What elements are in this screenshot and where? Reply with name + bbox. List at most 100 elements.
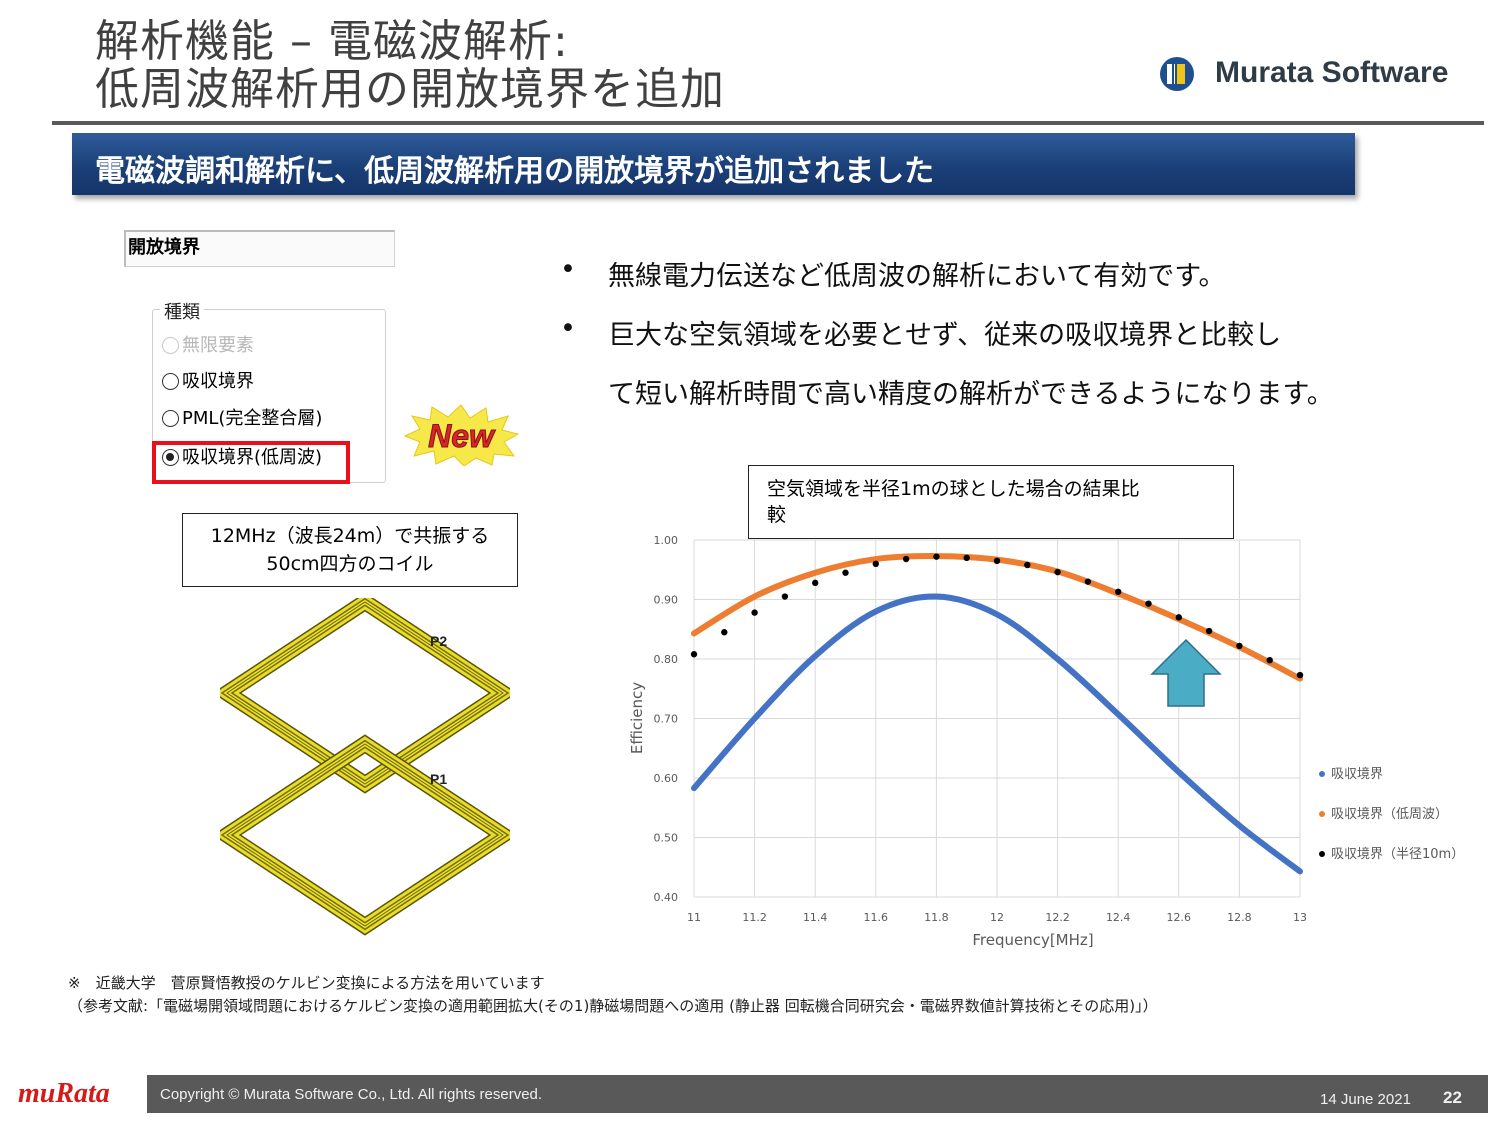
up-arrow-icon — [1150, 638, 1222, 707]
coil-caption-line-2: 50cm四方のコイル — [266, 553, 434, 575]
data-point — [813, 654, 817, 658]
data-point — [1116, 712, 1120, 716]
chart-caption-line-1: 空気領域を半径1mの球とした場合の結果比 — [767, 478, 1140, 500]
banner-text: 電磁波調和解析に、低周波解析用の開放境界が追加されました — [95, 154, 935, 189]
lower-coil — [220, 734, 510, 936]
y-axis-label: Efficiency — [628, 682, 646, 754]
header-divider — [52, 121, 1484, 125]
data-point — [690, 651, 698, 658]
y-tick-label: 0.90 — [654, 594, 679, 607]
data-point — [995, 612, 999, 616]
title-line-1: 解析機能 – 電磁波解析: — [95, 16, 569, 67]
footer-bar — [147, 1075, 1488, 1113]
legend-label: 吸収境界 — [1331, 767, 1383, 782]
dialog-header-label: 開放境界 — [128, 237, 200, 258]
radio-icon[interactable] — [162, 410, 179, 427]
data-point — [963, 554, 970, 562]
y-tick-label: 0.50 — [654, 832, 679, 845]
option-infinite-element[interactable]: 無限要素 — [162, 334, 254, 358]
port-p2-label: P2 — [430, 633, 447, 649]
bullet-symbol: • — [560, 254, 576, 285]
option-label: 吸収境界 — [182, 371, 254, 392]
new-burst-icon: New — [404, 404, 519, 466]
bullet-text-2-line-2: て短い解析時間で高い精度の解析ができるようになります。 — [608, 379, 1334, 410]
chart-caption: 空気領域を半径1mの球とした場合の結果比 較 — [748, 465, 1234, 539]
x-tick-label: 12.2 — [1045, 911, 1070, 924]
coil-model-illustration: P2 P1 — [220, 598, 510, 936]
footnote-line-1: ※ 近畿大学 菅原賢悟教授のケルビン変換による方法を用いています — [68, 974, 545, 992]
option-label: PML(完全整合層) — [182, 408, 323, 429]
x-tick-label: 11.4 — [803, 911, 828, 924]
banner — [72, 133, 1355, 195]
dialog-header-field — [124, 230, 395, 267]
bullet-text-1: 無線電力伝送など低周波の解析において有効です。 — [608, 261, 1226, 292]
data-point — [692, 786, 696, 790]
data-point — [902, 555, 910, 563]
data-point — [1296, 671, 1304, 679]
legend-marker — [1319, 771, 1325, 777]
highlight-box — [152, 441, 350, 484]
legend-label: 吸収境界（半径10m） — [1331, 847, 1464, 862]
data-point — [1024, 561, 1031, 569]
bullet-symbol: • — [560, 313, 576, 344]
option-pml[interactable]: PML(完全整合層) — [162, 407, 322, 431]
group-label: 種類 — [160, 298, 204, 324]
data-point — [1115, 588, 1122, 595]
coil-caption-line-1: 12MHz（波長24m）で共振する — [210, 525, 490, 547]
option-label: 無限要素 — [182, 335, 254, 356]
data-point — [993, 557, 1001, 565]
radio-icon[interactable] — [162, 337, 179, 354]
data-point — [812, 579, 819, 587]
data-point — [1054, 568, 1061, 576]
efficiency-chart: 0.40 0.50 0.60 0.70 0.80 0.90 1.00 11 11.2 11.4 11… — [628, 534, 1464, 949]
data-point — [933, 553, 940, 560]
chart-caption-line-2: 較 — [767, 504, 787, 526]
y-tick-label: 0.80 — [654, 653, 679, 666]
page-number: 22 — [1443, 1088, 1462, 1107]
option-absorbing-boundary[interactable]: 吸収境界 — [162, 370, 254, 394]
data-point — [934, 595, 938, 599]
data-point — [751, 609, 758, 616]
footer-date: 14 June 2021 — [1320, 1091, 1411, 1108]
port-p1-label: P1 — [430, 771, 447, 787]
bullet-text-2-line-1: 巨大な空気領域を必要とせず、従来の吸収境界と比較し — [608, 320, 1282, 351]
option-absorbing-low-frequency[interactable]: 吸収境界(低周波) — [162, 446, 322, 470]
footer-copyright: Copyright © Murata Software Co., Ltd. Al… — [160, 1086, 543, 1103]
data-point — [842, 569, 849, 576]
option-label: 吸収境界(低周波) — [182, 447, 323, 468]
data-point — [1056, 657, 1060, 661]
data-point — [874, 557, 878, 561]
data-point — [753, 595, 757, 599]
footnote-line-2: （参考文献:「電磁場開領域問題におけるケルビン変換の適用範囲拡大(その1)静磁場… — [68, 997, 1158, 1015]
data-point — [1205, 627, 1213, 635]
x-tick-label: 12 — [990, 911, 1004, 924]
data-point — [1175, 614, 1182, 621]
x-tick-label: 13 — [1293, 911, 1307, 924]
murata-logo: muRata — [18, 1078, 110, 1109]
x-tick-label: 12.6 — [1167, 911, 1192, 924]
data-point — [692, 631, 696, 635]
data-point — [1236, 642, 1243, 650]
radio-icon[interactable] — [162, 373, 179, 390]
data-point — [1177, 770, 1181, 774]
x-tick-label: 11 — [687, 911, 701, 924]
radio-selected-icon[interactable] — [162, 449, 179, 466]
coil-caption: 12MHz（波長24m）で共振する 50cm四方のコイル — [182, 513, 518, 587]
x-tick-label: 11.6 — [864, 911, 889, 924]
data-point — [1298, 869, 1302, 873]
y-tick-label: 0.60 — [654, 772, 679, 785]
murata-software-logo-icon — [1160, 57, 1194, 91]
x-tick-label: 11.2 — [742, 911, 767, 924]
y-tick-label: 1.00 — [654, 534, 679, 547]
new-badge-text: New — [428, 418, 496, 454]
legend-marker — [1319, 811, 1325, 817]
data-point — [872, 560, 879, 567]
x-tick-label: 12.4 — [1106, 911, 1131, 924]
y-tick-label: 0.40 — [654, 891, 679, 904]
data-point — [721, 629, 728, 636]
page-title: 解析機能 – 電磁波解析: 低周波解析用の開放境界を追加 — [95, 18, 725, 114]
upper-coil — [220, 598, 510, 794]
data-point — [1237, 824, 1241, 828]
data-point — [1084, 578, 1092, 585]
data-point — [753, 717, 757, 720]
